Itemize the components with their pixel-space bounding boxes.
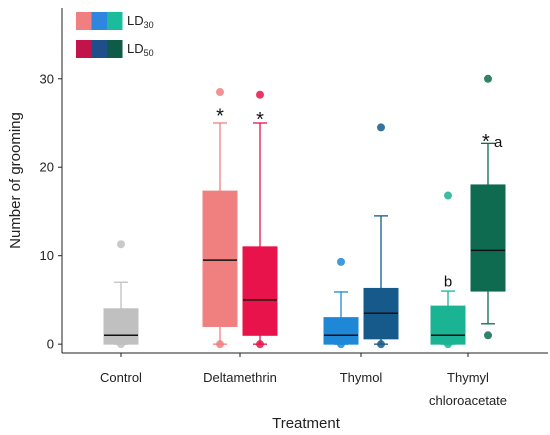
annotation-: * bbox=[256, 109, 264, 131]
legend-label-sub: 30 bbox=[144, 20, 154, 30]
significance-annotations: * * b * a bbox=[216, 105, 503, 290]
axes: 0 10 20 30 Control Deltamethrin Thymol Thymyl ch… bbox=[7, 8, 548, 432]
annotation-letter: a bbox=[490, 134, 503, 151]
box-thymyl-chloroacetate-ld50 bbox=[470, 74, 506, 340]
box-deltamethrin-ld50 bbox=[242, 90, 278, 349]
outlier-point bbox=[117, 240, 125, 249]
box-thymol-ld30 bbox=[323, 257, 359, 349]
annotation-b: b bbox=[444, 274, 452, 291]
legend-swatch bbox=[76, 12, 92, 30]
box-iqr bbox=[242, 246, 278, 336]
outlier-point bbox=[337, 340, 345, 349]
legend-label: LD50 bbox=[127, 41, 154, 58]
box-deltamethrin-ld30 bbox=[202, 88, 238, 349]
y-axis-title: Number of grooming bbox=[7, 112, 24, 249]
outlier-point bbox=[337, 257, 345, 266]
legend-swatch bbox=[107, 12, 123, 30]
outlier-point bbox=[377, 123, 385, 132]
box-control-control bbox=[103, 240, 139, 349]
outlier-point bbox=[484, 331, 492, 340]
legend-label-sub: 50 bbox=[144, 48, 154, 58]
box-thymol-ld50 bbox=[363, 123, 399, 349]
annotation-a: * a bbox=[482, 131, 503, 153]
box-iqr bbox=[202, 190, 238, 327]
box-iqr bbox=[103, 308, 139, 345]
outlier-point bbox=[216, 88, 224, 97]
annotation-star: * bbox=[482, 131, 490, 153]
legend-swatch bbox=[76, 40, 92, 58]
legend-swatch bbox=[91, 12, 107, 30]
legend-label-base: LD bbox=[127, 13, 144, 28]
outlier-point bbox=[377, 340, 385, 349]
y-tick-label: 0 bbox=[47, 337, 54, 352]
legend-swatch bbox=[91, 40, 107, 58]
legend-swatch bbox=[107, 40, 123, 58]
x-tick-label-deltamethrin: Deltamethrin bbox=[203, 370, 277, 385]
x-tick-label-thymyl-chloroacetate: Thymyl bbox=[447, 370, 489, 385]
boxes bbox=[103, 74, 506, 349]
box-iqr bbox=[470, 184, 506, 292]
legend-label: LD30 bbox=[127, 13, 154, 30]
outlier-point bbox=[484, 74, 492, 83]
x-tick-label-thymol: Thymol bbox=[340, 370, 383, 385]
outlier-point bbox=[256, 90, 264, 99]
legend-entry-ld30: LD30 bbox=[76, 12, 154, 30]
x-tick-label-control: Control bbox=[100, 370, 142, 385]
box-iqr bbox=[430, 305, 466, 345]
box-thymyl-chloroacetate-ld30 bbox=[430, 191, 466, 349]
outlier-point bbox=[216, 340, 224, 349]
outlier-point bbox=[256, 340, 264, 349]
x-tick-label-thymyl-chloroacetate: chloroacetate bbox=[429, 393, 507, 408]
y-tick-label: 20 bbox=[40, 160, 54, 175]
legend-entry-ld50: LD50 bbox=[76, 40, 154, 58]
outlier-point bbox=[444, 191, 452, 200]
outlier-point bbox=[117, 340, 125, 349]
annotation-: * bbox=[216, 105, 224, 127]
outlier-point bbox=[444, 340, 452, 349]
legend-label-base: LD bbox=[127, 41, 144, 56]
y-tick-label: 30 bbox=[40, 71, 54, 86]
x-axis-title: Treatment bbox=[272, 415, 341, 432]
y-tick-label: 10 bbox=[40, 248, 54, 263]
